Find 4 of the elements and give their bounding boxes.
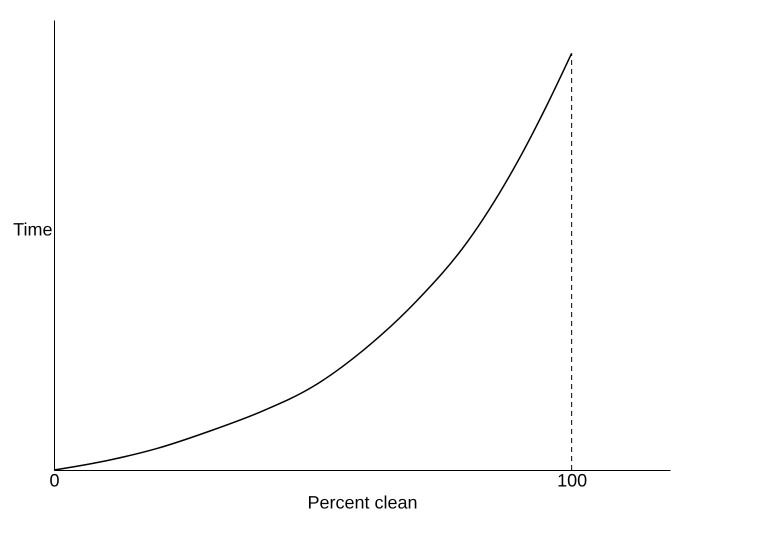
x-tick-label: 100 <box>557 470 588 490</box>
x-axis-title: Percent clean <box>307 492 418 512</box>
y-axis-title: Time <box>13 220 52 240</box>
x-tick-label: 0 <box>49 470 60 490</box>
